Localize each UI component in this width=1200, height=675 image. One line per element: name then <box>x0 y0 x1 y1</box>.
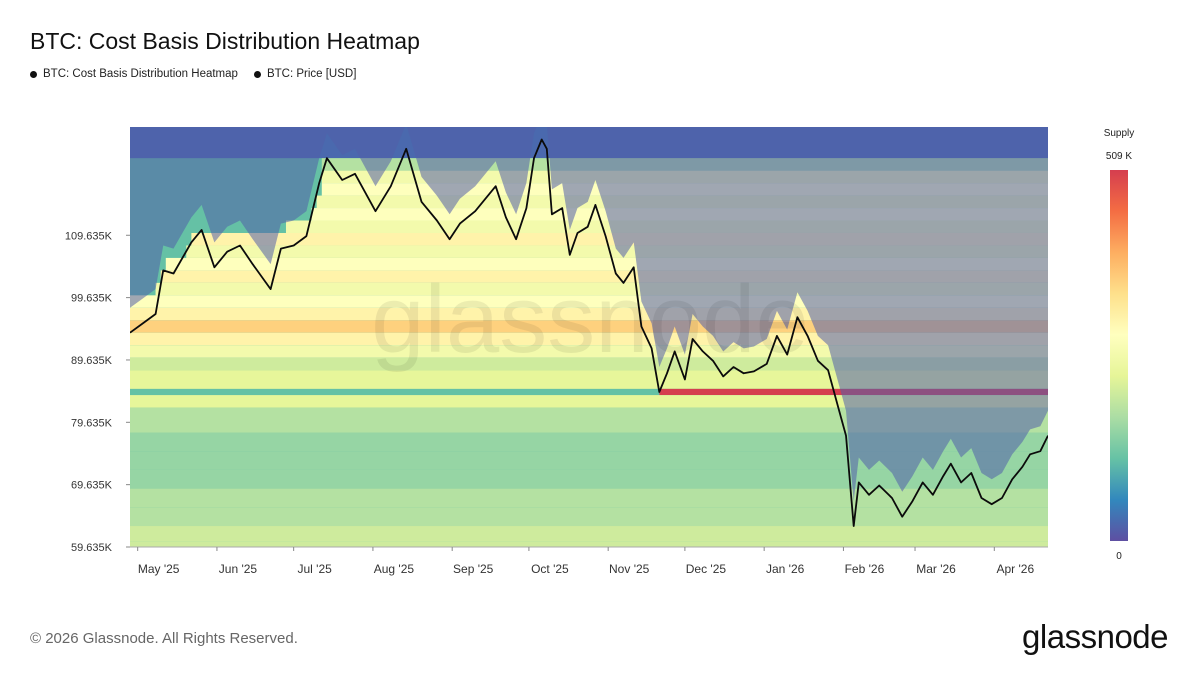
y-tick-label: 69.635K <box>71 480 113 492</box>
x-tick-label: Feb '26 <box>845 562 885 576</box>
y-tick-label: 79.635K <box>71 417 113 429</box>
x-axis: May '25 Jun '25 Jul '25 Aug '25 Sep '25 Oct '… <box>130 546 1048 576</box>
y-tick-label: 99.635K <box>71 293 113 305</box>
colorbar-title: Supply <box>1104 128 1135 139</box>
heatmap-band <box>130 451 1048 470</box>
x-tick-label: Apr '26 <box>996 562 1034 576</box>
y-tick-label: 109.635K <box>65 230 113 242</box>
x-tick-label: Aug '25 <box>374 562 415 576</box>
colorbar-gradient <box>1110 170 1128 541</box>
heatmap-band <box>130 395 1048 408</box>
legend-item-price[interactable]: BTC: Price [USD] <box>253 68 357 80</box>
legend-label-price: BTC: Price [USD] <box>266 68 357 80</box>
heatmap-band <box>130 488 1048 508</box>
watermark: glassnode <box>371 266 809 373</box>
legend-dot-icon <box>253 70 261 78</box>
x-tick-label: Jul '25 <box>297 562 332 576</box>
heatmap-band <box>130 432 1048 452</box>
chart-title: BTC: Cost Basis Distribution Heatmap <box>30 28 420 54</box>
heatmap-chart: glassnode 59.635K 69.635K 79.635K 89.635K 99… <box>65 127 1135 576</box>
colorbar: Supply 509 K 0 <box>1104 128 1135 562</box>
x-tick-label: Nov '25 <box>609 562 650 576</box>
brand-logo[interactable]: glassnode <box>1022 618 1168 655</box>
x-tick-label: Mar '26 <box>916 562 956 576</box>
heatmap-band <box>130 507 1048 527</box>
x-tick-label: May '25 <box>138 562 180 576</box>
price-line <box>130 138 1048 527</box>
y-axis: 59.635K 69.635K 79.635K 89.635K 99.635K 109.6… <box>65 230 130 554</box>
footer-copyright: © 2026 Glassnode. All Rights Reserved. <box>30 630 298 647</box>
heatmap-band <box>130 526 1048 542</box>
x-tick-label: Oct '25 <box>531 562 569 576</box>
x-tick-label: Jun '25 <box>219 562 258 576</box>
heatmap-layer <box>130 127 1048 547</box>
heatmap-band <box>130 541 1048 547</box>
y-tick-label: 59.635K <box>71 542 113 554</box>
colorbar-min-label: 0 <box>1116 551 1122 562</box>
x-tick-label: Jan '26 <box>766 562 805 576</box>
x-tick-label: Dec '25 <box>686 562 727 576</box>
x-tick-label: Sep '25 <box>453 562 494 576</box>
legend-item-heatmap[interactable]: BTC: Cost Basis Distribution Heatmap <box>30 68 238 80</box>
price-layer <box>130 138 1048 527</box>
heatmap-band <box>130 370 1048 389</box>
colorbar-max-label: 509 K <box>1106 151 1132 162</box>
y-tick-label: 89.635K <box>71 355 113 367</box>
chart-legend: BTC: Cost Basis Distribution Heatmap BTC… <box>30 68 356 80</box>
heatmap-band <box>130 345 1048 358</box>
heatmap-empty-region <box>130 127 1048 502</box>
legend-dot-icon <box>30 70 37 78</box>
heatmap-band <box>130 469 1048 489</box>
legend-label-heatmap: BTC: Cost Basis Distribution Heatmap <box>43 68 238 80</box>
